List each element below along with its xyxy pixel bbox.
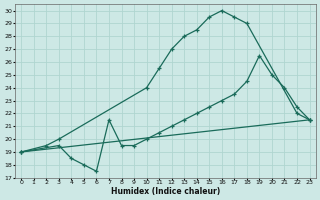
X-axis label: Humidex (Indice chaleur): Humidex (Indice chaleur): [111, 187, 220, 196]
